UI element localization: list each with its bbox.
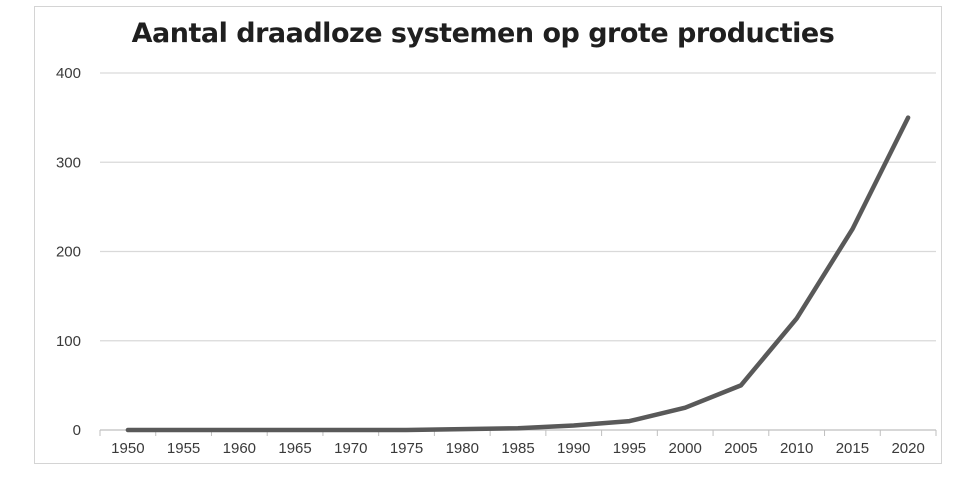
y-tick-label-100: 100: [56, 333, 81, 350]
y-tick-label-400: 400: [56, 65, 81, 82]
y-tick-label-200: 200: [56, 244, 81, 261]
x-tick-label-1970: 1970: [334, 440, 367, 457]
chart-frame: [34, 6, 942, 464]
x-tick-label-1960: 1960: [223, 440, 256, 457]
y-tick-label-300: 300: [56, 154, 81, 171]
x-tick-label-1950: 1950: [111, 440, 144, 457]
x-tick-label-2000: 2000: [669, 440, 702, 457]
x-tick-label-1980: 1980: [446, 440, 479, 457]
x-tick-label-1985: 1985: [501, 440, 534, 457]
x-tick-label-2005: 2005: [724, 440, 757, 457]
x-tick-label-2020: 2020: [891, 440, 924, 457]
x-tick-label-1955: 1955: [167, 440, 200, 457]
x-tick-label-1975: 1975: [390, 440, 423, 457]
chart-title: Aantal draadloze systemen op grote produ…: [131, 18, 835, 49]
y-tick-label-0: 0: [73, 422, 81, 439]
x-tick-label-2010: 2010: [780, 440, 813, 457]
x-tick-label-1990: 1990: [557, 440, 590, 457]
x-tick-label-1965: 1965: [278, 440, 311, 457]
series-line-0: [125, 115, 911, 433]
x-tick-label-1995: 1995: [613, 440, 646, 457]
x-tick-label-2015: 2015: [836, 440, 869, 457]
